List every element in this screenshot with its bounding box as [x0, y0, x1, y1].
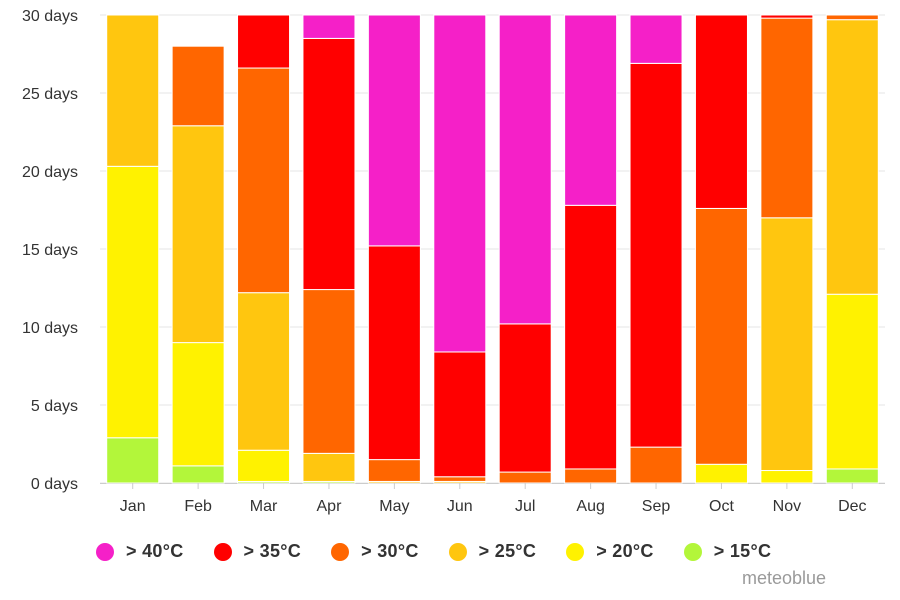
bar-segment	[760, 217, 814, 472]
x-tick-label: Apr	[317, 498, 343, 515]
bar-segment	[629, 446, 683, 484]
bar-segment	[237, 449, 291, 482]
legend-marker	[331, 542, 350, 561]
bar-segment	[171, 465, 225, 484]
legend-label: > 40°C	[126, 541, 184, 561]
legend-item[interactable]: > 15°C	[683, 541, 772, 562]
bar-segment	[171, 45, 225, 127]
bar-segment	[498, 323, 552, 473]
y-tick-label: 20 days	[22, 164, 78, 181]
legend-label: > 30°C	[361, 541, 419, 561]
bar-stack-jun	[433, 14, 487, 484]
legend-marker	[213, 542, 232, 561]
bar-segment	[302, 37, 356, 291]
legend-marker	[96, 542, 114, 561]
x-tick-label: May	[379, 498, 409, 515]
bar-segment	[694, 207, 748, 465]
x-tick-label: Aug	[576, 498, 604, 515]
legend-item[interactable]: > 35°C	[213, 541, 302, 562]
bar-stack-sep	[629, 14, 683, 484]
y-tick-label: 15 days	[22, 242, 78, 259]
x-tick-label: Dec	[838, 498, 866, 515]
x-tick-label: Sep	[642, 498, 671, 515]
bar-stack-oct	[694, 14, 748, 484]
legend-marker	[566, 542, 585, 561]
bar-segment	[237, 292, 291, 451]
x-tick-label: Mar	[250, 498, 278, 515]
x-tick-label: Oct	[709, 498, 734, 515]
bar-stack-jul	[498, 14, 552, 484]
legend-marker	[448, 542, 467, 561]
y-tick-label: 0 days	[31, 476, 78, 493]
legend-label: > 15°C	[713, 541, 772, 561]
bar-stack-feb	[171, 45, 225, 484]
bar-segment	[564, 14, 618, 206]
bar-segment	[694, 463, 748, 484]
bar-segment	[302, 14, 356, 39]
x-tick-label: Feb	[184, 498, 212, 515]
legend-label: > 25°C	[478, 541, 537, 561]
y-tick-label: 30 days	[22, 8, 78, 25]
bar-stack-aug	[564, 14, 618, 484]
bar-segment	[367, 459, 421, 482]
bar-segment	[237, 14, 291, 69]
bar-segment	[694, 14, 748, 209]
bar-segment	[564, 468, 618, 484]
legend-item[interactable]: > 40°C	[96, 541, 184, 562]
legend: > 40°C > 35°C > 30°C > 25°C > 20°C > 15°C	[96, 541, 801, 562]
bar-segment	[760, 17, 814, 219]
bar-segment	[171, 125, 225, 344]
x-tick-label: Nov	[773, 498, 801, 515]
bar-segment	[760, 14, 814, 19]
bar-segment	[825, 293, 879, 470]
bar-stack-apr	[302, 14, 356, 484]
bar-segment	[629, 14, 683, 64]
bar-stack-may	[367, 14, 421, 484]
bar-segment	[237, 67, 291, 294]
bar-segment	[498, 14, 552, 325]
x-tick-label: Jan	[120, 498, 146, 515]
bar-segment	[433, 351, 487, 478]
bar-segment	[498, 471, 552, 484]
bar-stack-dec	[825, 14, 879, 484]
legend-item[interactable]: > 25°C	[448, 541, 537, 562]
legend-label: > 20°C	[596, 541, 654, 561]
bar-segment	[629, 62, 683, 448]
bar-segment	[433, 14, 487, 353]
bar-segment	[302, 452, 356, 482]
y-tick-label: 25 days	[22, 86, 78, 103]
x-tick-label: Jun	[447, 498, 473, 515]
bar-segment	[171, 342, 225, 467]
bar-segment	[825, 14, 879, 21]
legend-marker	[683, 542, 702, 561]
chart-area: 0 days 5 days 10 days 15 days 20 days 25 days…	[22, 8, 885, 515]
bar-segment	[106, 14, 160, 167]
bar-segment	[564, 204, 618, 470]
bar-segment	[367, 14, 421, 247]
legend-label: > 35°C	[243, 541, 302, 561]
bar-segment	[760, 470, 814, 484]
bar-segment	[433, 476, 487, 482]
legend-item[interactable]: > 20°C	[566, 541, 654, 562]
bar-stack-jan	[106, 14, 160, 484]
bar-stack-mar	[237, 14, 291, 484]
x-tick-label: Jul	[515, 498, 535, 515]
legend-item[interactable]: > 30°C	[331, 541, 419, 562]
bar-segment	[825, 19, 879, 295]
bar-segment	[106, 165, 160, 439]
bar-segment	[106, 437, 160, 484]
bar-segment	[367, 245, 421, 461]
bar-segment	[302, 289, 356, 454]
y-tick-label: 10 days	[22, 320, 78, 337]
y-tick-label: 5 days	[31, 398, 78, 415]
bar-segment	[825, 468, 879, 484]
bar-stack-nov	[760, 14, 814, 484]
credit-text: meteoblue	[742, 568, 827, 588]
